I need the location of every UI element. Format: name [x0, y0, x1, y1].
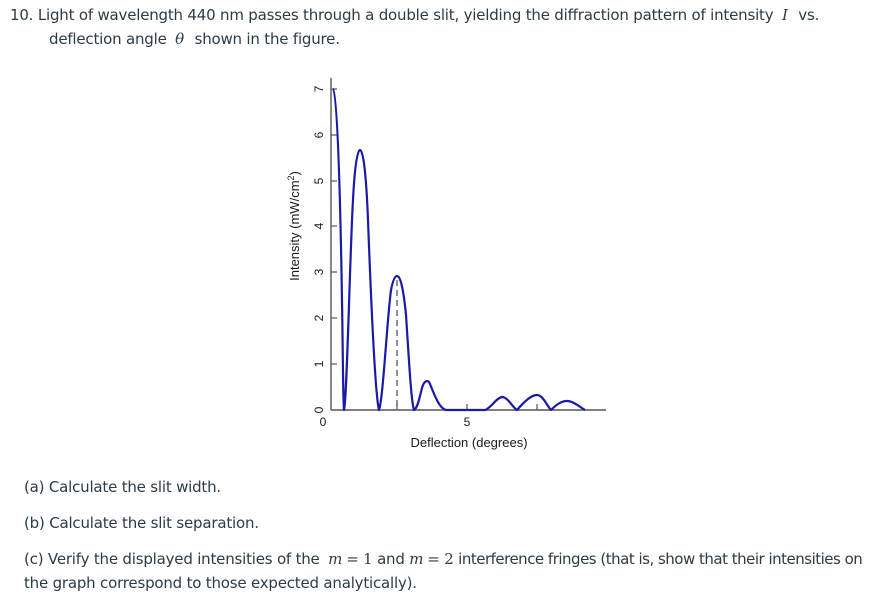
m1-variable: m [328, 550, 343, 568]
svg-text:6: 6 [312, 131, 326, 138]
m2-equals: = 2 [427, 550, 454, 568]
angle-symbol: θ [175, 30, 185, 48]
part-a: (a) Calculate the slit width. [24, 478, 221, 496]
svg-text:4: 4 [312, 222, 326, 229]
question-text-1-end: vs. [798, 6, 820, 24]
svg-text:2: 2 [312, 314, 326, 321]
intensity-curve [331, 87, 586, 412]
m2-variable: m [409, 550, 424, 568]
question-number: 10. [10, 6, 34, 24]
svg-text:1: 1 [312, 360, 326, 367]
y-axis-label: Intensity (mW/cm2) [286, 171, 302, 281]
question-line-2: deflection angle θ shown in the figure. [49, 29, 340, 49]
part-c-line-1: (c) Verify the displayed intensities of … [24, 549, 863, 569]
m1-equals: = 1 [346, 550, 373, 568]
question-text-1: Light of wavelength 440 nm passes throug… [37, 6, 774, 24]
svg-text:7: 7 [312, 85, 326, 92]
part-c-line-2: the graph correspond to those expected a… [24, 574, 417, 592]
x-tick-label-0: 0 [320, 415, 327, 429]
part-c-text: (c) Verify the displayed intensities of … [24, 550, 320, 568]
svg-text:5: 5 [312, 177, 326, 184]
part-b: (b) Calculate the slit separation. [24, 514, 259, 532]
part-c-text-end: interference fringes (that is, show that… [458, 550, 863, 568]
question-line-1: 10. Light of wavelength 440 nm passes th… [10, 5, 819, 25]
intensity-symbol: I [781, 6, 788, 24]
part-c-and: and [377, 550, 405, 568]
question-text-2: deflection angle [49, 30, 167, 48]
svg-text:3: 3 [312, 268, 326, 275]
question-text-2-end: shown in the figure. [194, 30, 340, 48]
y-ticks [331, 88, 337, 365]
intensity-chart: Intensity (mW/cm2) 0 1 2 3 4 5 6 7 0 5 D… [286, 78, 606, 450]
y-tick-labels: 0 1 2 3 4 5 6 7 [312, 85, 326, 413]
svg-text:0: 0 [312, 406, 326, 413]
x-axis-label: Deflection (degrees) [410, 435, 527, 450]
x-tick-label-5: 5 [464, 415, 471, 429]
